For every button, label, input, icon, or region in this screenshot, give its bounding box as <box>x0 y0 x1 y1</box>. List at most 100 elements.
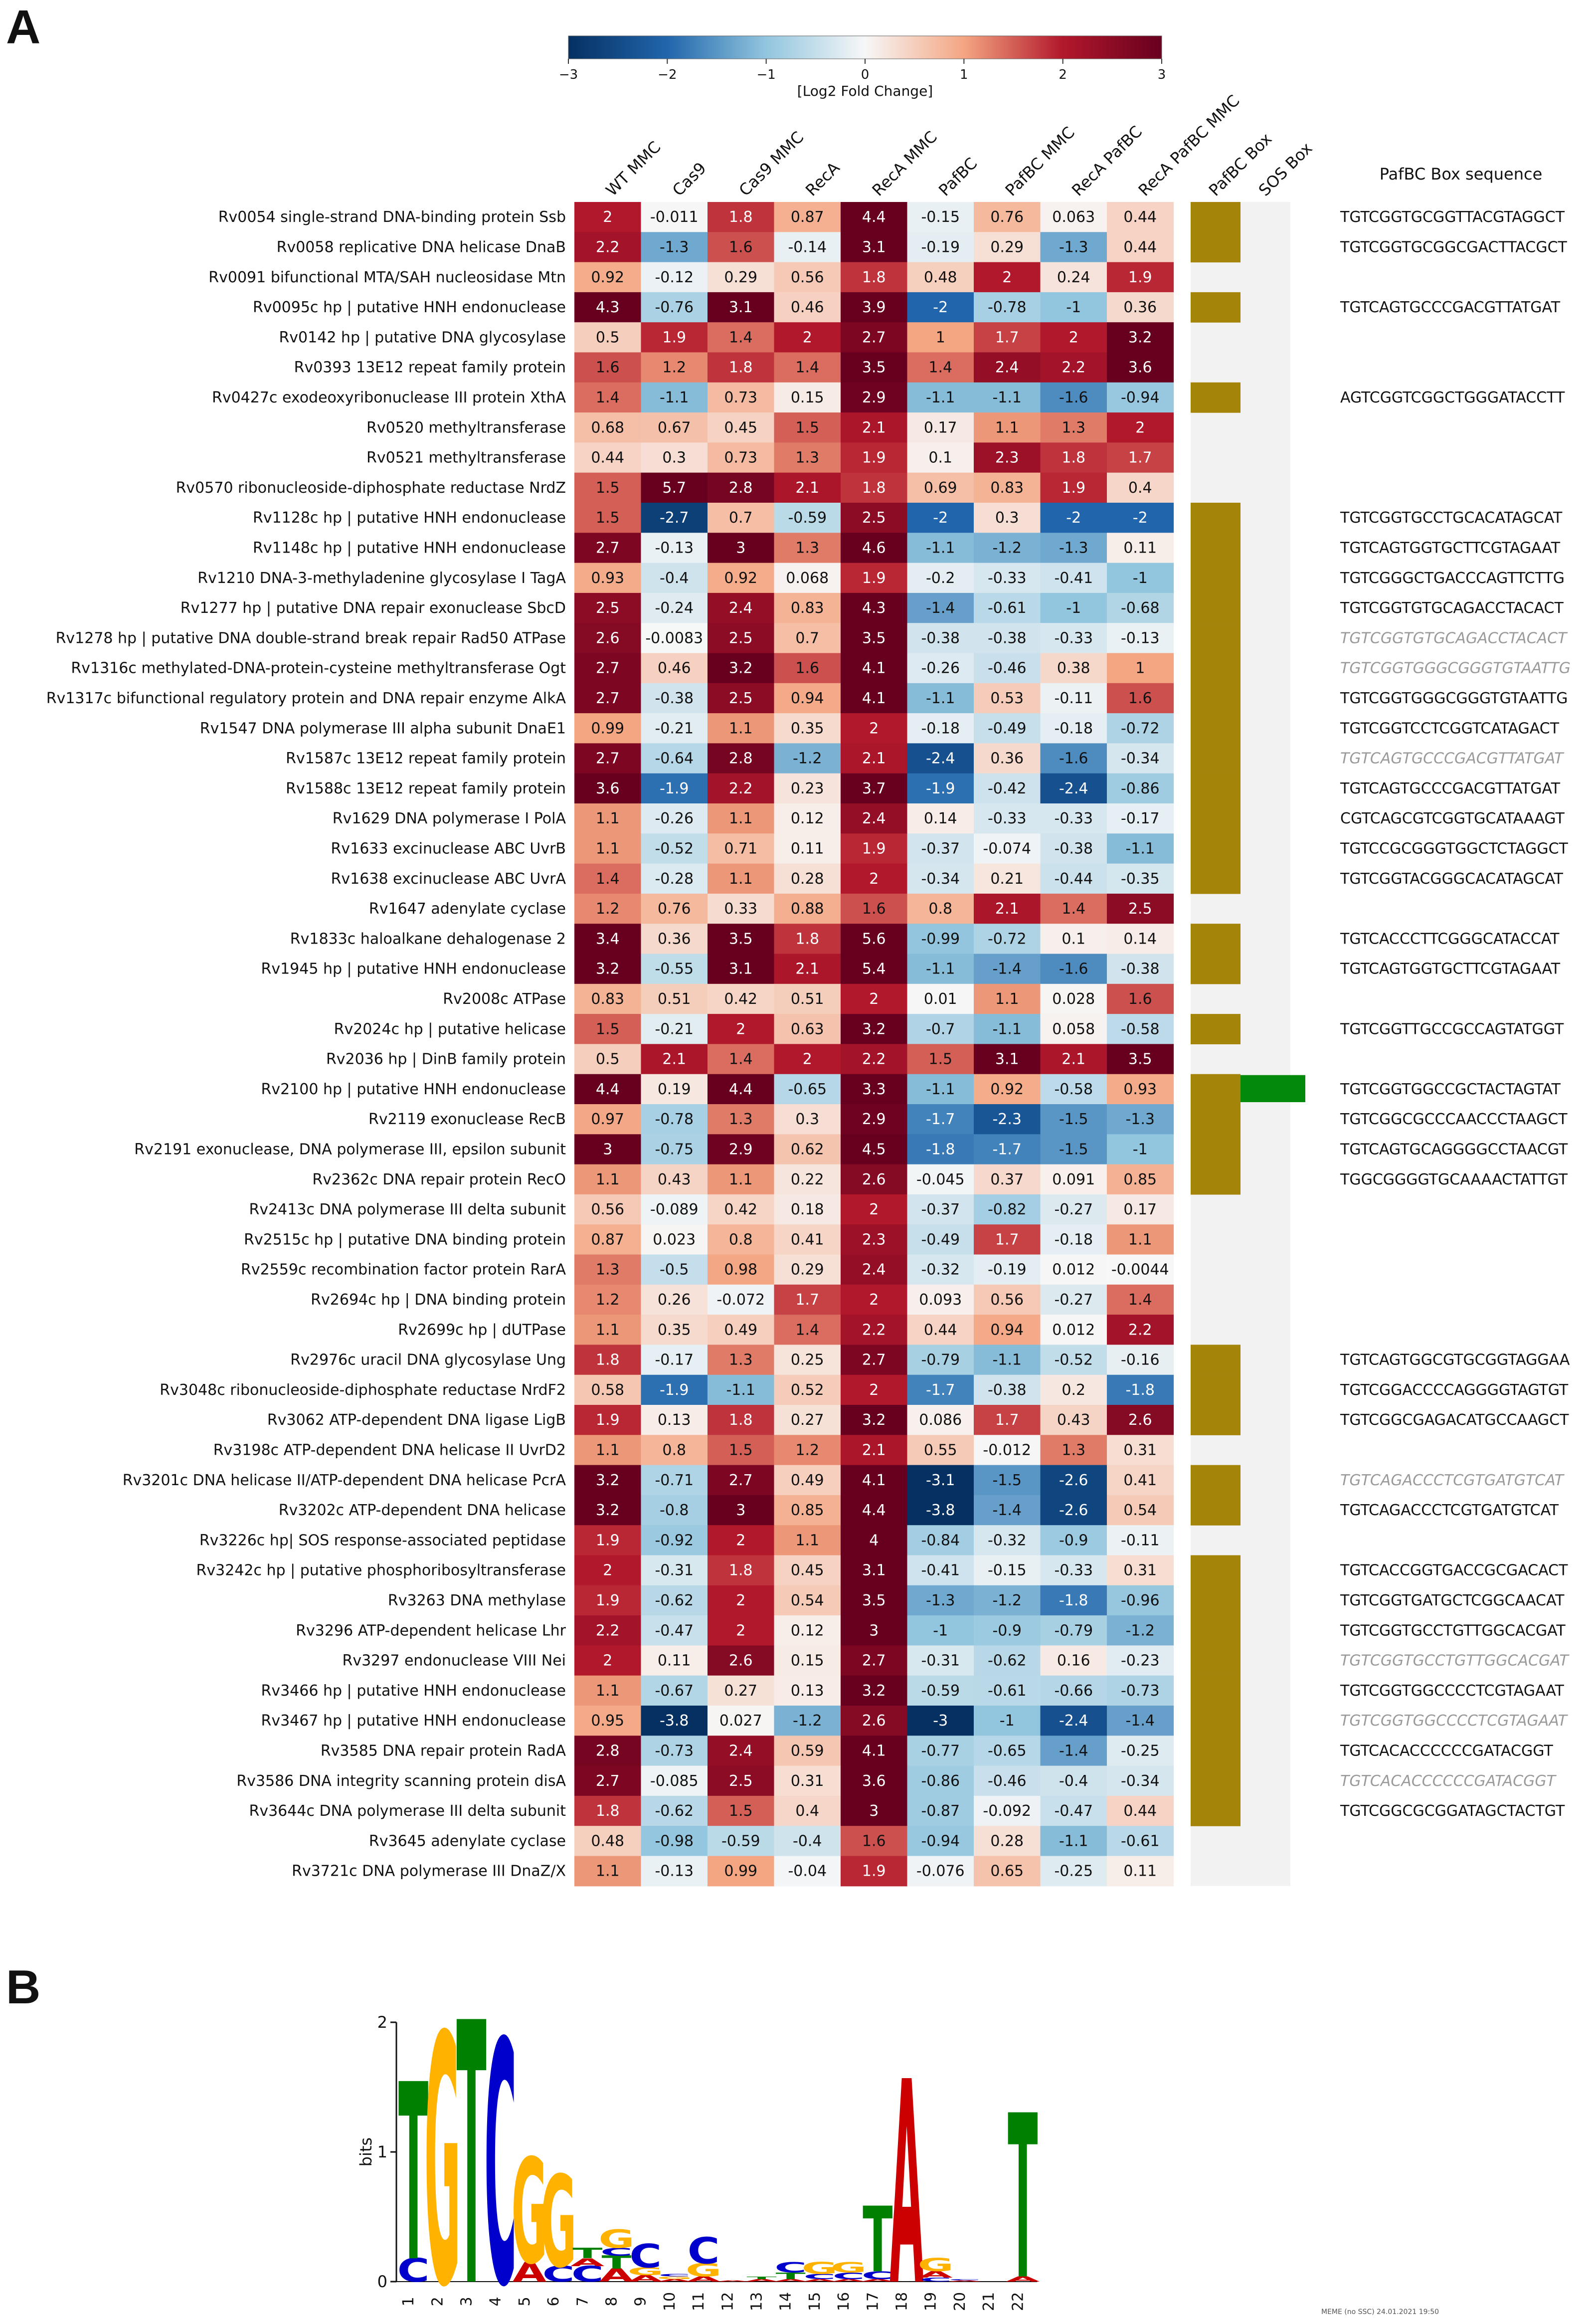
logo-letter: C <box>397 2252 430 2290</box>
heatmap-cell <box>1040 893 1107 924</box>
cell-value: 1.8 <box>729 359 753 377</box>
cell-value: -0.32 <box>921 1261 960 1279</box>
pafbc-box-mark <box>1191 924 1240 955</box>
heatmap-cell <box>1040 1555 1107 1586</box>
box-sequence: TGTCGGTGATGCTCGGCAACAT <box>1340 1592 1565 1609</box>
cell-value: 2.1 <box>795 961 819 978</box>
heatmap-cell <box>1040 1826 1107 1857</box>
heatmap-cell <box>907 1374 974 1405</box>
row-label: Rv0054 single-strand DNA-binding protein… <box>218 208 566 226</box>
cell-value: -0.38 <box>1121 961 1160 978</box>
cell-value: -0.9 <box>1059 1532 1088 1549</box>
heatmap-cell <box>841 1194 908 1225</box>
heatmap-cell <box>641 322 708 353</box>
cell-value: -0.67 <box>655 1682 694 1700</box>
cell-value: -0.25 <box>1054 1863 1093 1880</box>
cell-value: 2 <box>736 1592 745 1609</box>
cell-value: 0.94 <box>990 1321 1024 1339</box>
heatmap-cell <box>641 1765 708 1796</box>
heatmap-cell <box>974 893 1041 924</box>
pafbc-box-mark <box>1191 743 1240 774</box>
row-label: Rv3644c DNA polymerase III delta subunit <box>249 1802 566 1820</box>
logo-letter-glyph: C <box>629 2238 662 2276</box>
heatmap-cell <box>974 1525 1041 1556</box>
cell-value: 2 <box>869 720 879 737</box>
cell-value: -0.49 <box>988 720 1027 737</box>
cell-value: 1.4 <box>596 870 620 888</box>
cell-value: 1.8 <box>729 1562 753 1579</box>
heatmap-cell <box>641 683 708 714</box>
heatmap-cell <box>841 1525 908 1556</box>
cell-value: -1.4 <box>992 961 1022 978</box>
heatmap-cell <box>1040 1765 1107 1796</box>
cell-value: 0.88 <box>791 900 824 918</box>
cell-value: -1.1 <box>926 690 955 707</box>
box-sequence: TGTCGGTGTGCAGACCTACACT <box>1340 629 1568 647</box>
cell-value: 2.3 <box>862 1231 886 1248</box>
cell-value: -1.1 <box>926 1081 955 1098</box>
cell-value: 1.9 <box>1062 479 1085 497</box>
cell-value: -0.34 <box>921 870 960 888</box>
cell-value: 2.6 <box>862 1171 886 1188</box>
logo-letter-glyph: A <box>861 2278 895 2282</box>
cell-value: -2.4 <box>926 750 955 768</box>
heatmap-cell <box>708 1495 775 1526</box>
heatmap-cell <box>641 1014 708 1044</box>
heatmap-cell <box>841 563 908 593</box>
heatmap-cell <box>1107 503 1174 533</box>
box-sequence: TGTCACACCCCCCGATACGGT <box>1340 1772 1557 1790</box>
logo-letter: T <box>776 2271 806 2281</box>
cell-value: 0.44 <box>924 1321 957 1339</box>
cell-value: -0.012 <box>983 1441 1031 1459</box>
cell-value: -0.045 <box>916 1171 965 1188</box>
heatmap-cell <box>574 1134 642 1165</box>
row-label: Rv1638 excinuclease ABC UvrA <box>331 870 566 888</box>
cell-value: 1.8 <box>596 1802 620 1820</box>
heatmap-cell <box>641 1164 708 1195</box>
heatmap-cell <box>1040 653 1107 684</box>
cell-value: 0.13 <box>658 1411 691 1429</box>
logo-letter-glyph: A <box>513 2257 547 2288</box>
cell-value: 0.8 <box>928 900 952 918</box>
logo-letter-glyph: A <box>1006 2275 1040 2284</box>
cell-value: 0.41 <box>1123 1472 1157 1489</box>
cell-value: 0.41 <box>791 1231 824 1248</box>
cell-value: 1.9 <box>1128 269 1152 286</box>
cell-value: 1.6 <box>729 238 753 256</box>
box-sequence: TGTCACCCTTCGGGCATACCAT <box>1340 930 1560 948</box>
heatmap-cell <box>574 1555 642 1586</box>
heatmap-cell <box>574 924 642 955</box>
cell-value: -1.1 <box>660 389 689 406</box>
cell-value: -3.8 <box>926 1502 955 1519</box>
box-sequence: TGTCGGTGGGCGGGTGTAATTG <box>1340 690 1568 707</box>
box-sequence: TGTCGGTGCGGCGACTTACGCT <box>1340 238 1568 256</box>
cell-value: 0.87 <box>791 208 824 226</box>
column-label: Cas9 <box>669 159 710 200</box>
cell-value: 0.7 <box>729 509 753 527</box>
heatmap-cell <box>774 1736 841 1766</box>
cell-value: -0.23 <box>1121 1652 1160 1670</box>
pafbc-box-mark <box>1191 1495 1240 1526</box>
heatmap-cell <box>841 623 908 654</box>
row-label: Rv0570 ribonucleoside-diphosphate reduct… <box>176 479 566 497</box>
logo-letter-glyph: A <box>774 2278 808 2282</box>
heatmap-cell <box>641 863 708 894</box>
box-sequence: TGTCGGGCTGACCCAGTTCTTG <box>1340 570 1565 587</box>
heatmap-cell <box>574 1795 642 1826</box>
heatmap-cell <box>641 1675 708 1706</box>
cell-value: 1.4 <box>795 359 819 377</box>
cell-value: 3.2 <box>862 1682 886 1700</box>
cell-value: 2.2 <box>596 238 620 256</box>
cell-value: 0.97 <box>591 1111 624 1128</box>
heatmap-cell <box>708 833 775 864</box>
logo-letter: G <box>540 2149 576 2296</box>
pafbc-box-mark <box>1191 1374 1240 1405</box>
cell-value: -2.4 <box>1059 1712 1088 1730</box>
heatmap-cell <box>708 773 775 804</box>
heatmap-cell <box>1040 683 1107 714</box>
cell-value: 2.2 <box>862 1051 886 1068</box>
row-label: Rv3198c ATP-dependent DNA helicase II Uv… <box>213 1441 566 1459</box>
cell-value: 1.9 <box>662 329 686 346</box>
row-label: Rv2559c recombination factor protein Rar… <box>241 1261 566 1279</box>
row-label: Rv0142 hp | putative DNA glycosylase <box>279 329 566 346</box>
